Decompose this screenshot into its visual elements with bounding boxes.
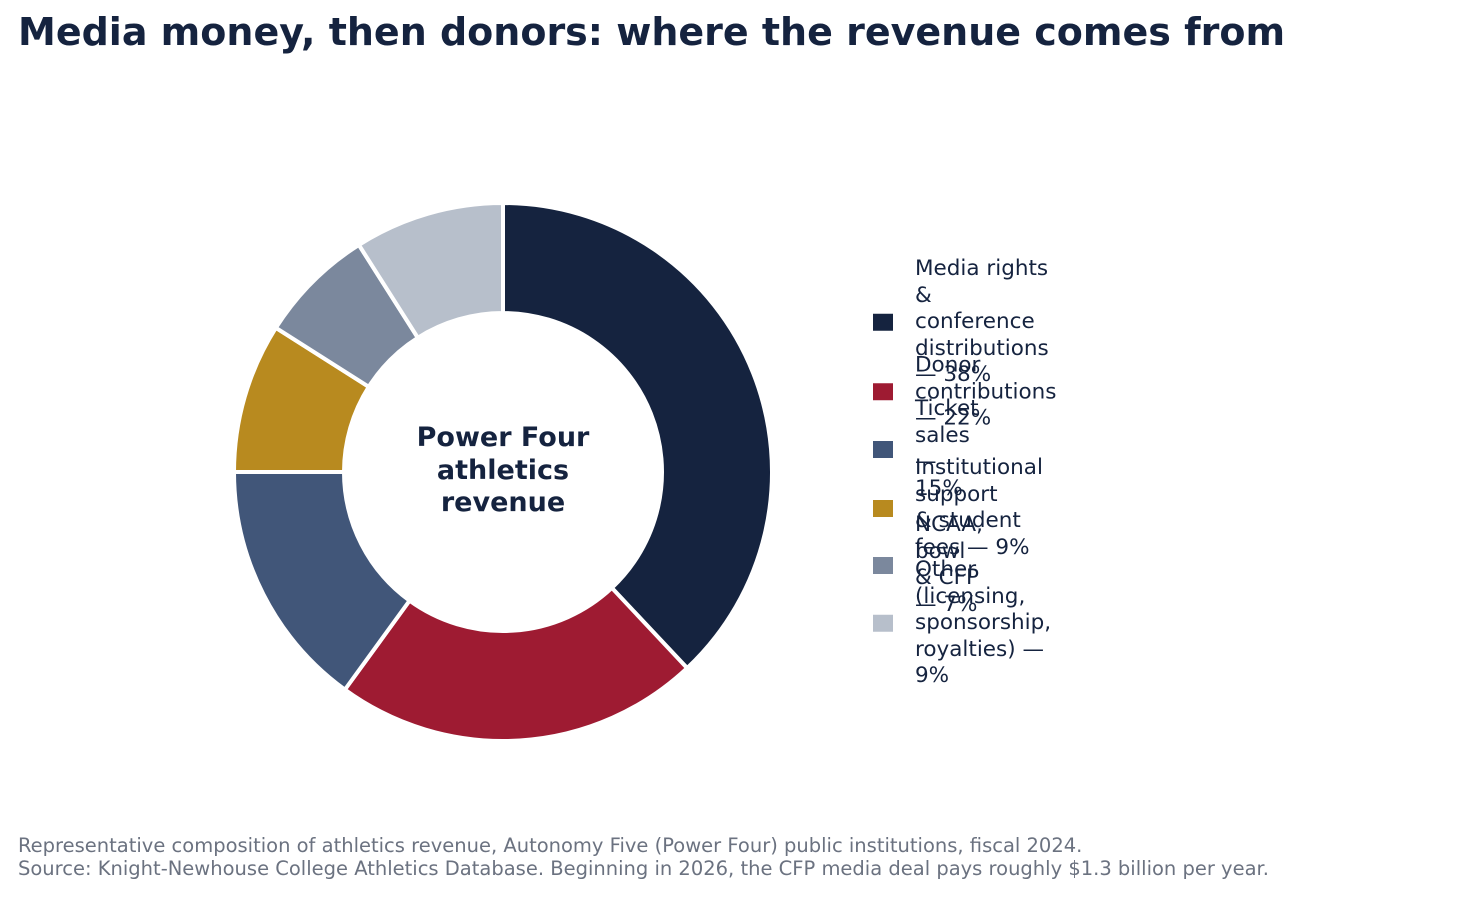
center-label-line-3: revenue <box>440 487 566 518</box>
center-label-line-2: athletics <box>436 454 570 486</box>
legend-item-2: Donor contributions — 22% <box>873 352 1057 432</box>
legend-label-3: Ticket sales — 15% <box>915 396 979 501</box>
legend-item-3: Ticket sales — 15% <box>873 396 979 502</box>
legend-item-6: Other (licensing, sponsorship, royalties… <box>873 557 1051 690</box>
legend-label-1: Media rights & conference distributions … <box>915 255 1049 387</box>
legend-swatch-6 <box>873 614 893 632</box>
footnote: Representative composition of athletics … <box>18 834 1269 880</box>
donut-slice-1 <box>501 200 774 671</box>
legend-swatch-5 <box>873 556 893 574</box>
legend-swatch-2 <box>873 383 893 401</box>
legend-label-5: NCAA, bowl & CFP — 7% <box>915 512 983 617</box>
legend-swatch-1 <box>873 313 893 331</box>
footnote-description: Representative composition of athletics … <box>18 834 1083 857</box>
legend-item-5: NCAA, bowl & CFP — 7% <box>873 512 983 618</box>
donut-slice-6 <box>356 200 505 341</box>
donut-slice-2 <box>342 585 690 743</box>
legend-swatch-3 <box>873 440 893 458</box>
chart-title: Media money, then donors: where the reve… <box>18 10 1286 54</box>
legend-swatch-4 <box>873 499 893 517</box>
legend-item-4: Institutional support & student fees — 9… <box>873 455 1043 561</box>
legend-item-1: Media rights & conference distributions … <box>873 256 1049 389</box>
legend-label-4: Institutional support & student fees — 9… <box>915 455 1043 560</box>
footnote-source: Source: Knight-Newhouse College Athletic… <box>18 857 1269 880</box>
donut-center-label: Power Four athletics revenue <box>363 422 643 520</box>
legend-label-2: Donor contributions — 22% <box>915 352 1057 431</box>
center-label-line-1: Power Four <box>416 422 590 453</box>
legend-label-6: Other (licensing, sponsorship, royalties… <box>915 556 1052 688</box>
